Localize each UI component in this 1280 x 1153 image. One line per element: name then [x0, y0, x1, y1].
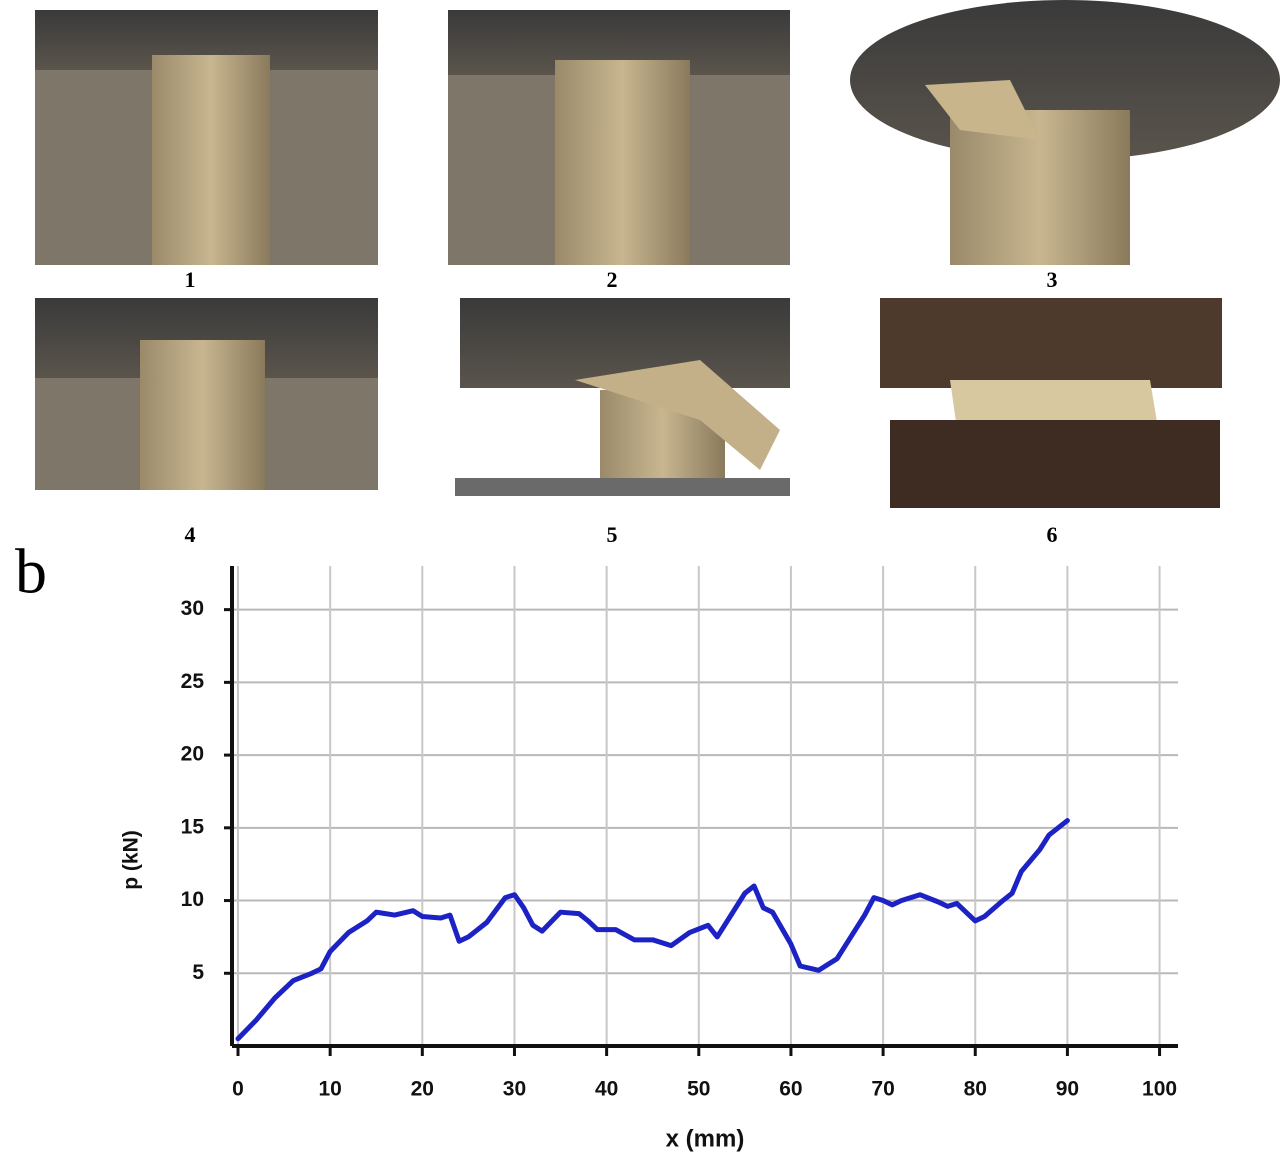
photo [880, 298, 1222, 508]
panel-number: 1 [185, 267, 196, 292]
panel-number: 6 [1047, 522, 1058, 547]
page: 1 2 3 4 5 6 b p (kN) x (mm) 5 10 15 20 25 30 0… [0, 0, 1280, 1153]
y-tick-label: 5 [192, 961, 204, 984]
x-tick-label: 60 [779, 1078, 802, 1101]
y-axis-label: p (kN) [120, 830, 143, 890]
panel-number: 3 [1047, 267, 1058, 292]
x-tick-label: 70 [871, 1078, 894, 1101]
x-tick-label: 40 [595, 1078, 618, 1101]
y-tick-label: 20 [181, 743, 204, 766]
x-tick-label: 30 [503, 1078, 526, 1101]
figure: 1 2 3 4 5 6 b p (kN) x (mm) 5 10 15 20 25 30 0… [0, 0, 1280, 1153]
x-tick-label: 90 [1056, 1078, 1079, 1101]
y-tick-label: 25 [181, 670, 205, 693]
x-tick-label: 100 [1142, 1078, 1177, 1101]
panel-number: 4 [185, 522, 196, 547]
data-line [238, 821, 1067, 1039]
panel-number: 5 [607, 522, 618, 547]
y-tick-label: 10 [181, 888, 204, 911]
y-tick-label: 30 [181, 597, 204, 620]
x-tick-label: 0 [232, 1078, 244, 1101]
y-tick-label: 15 [181, 815, 205, 838]
photo [448, 10, 790, 265]
x-tick-label: 10 [318, 1078, 341, 1101]
panel-label: b [15, 536, 47, 607]
photo [35, 298, 378, 490]
x-tick-label: 80 [964, 1078, 987, 1101]
photo [850, 0, 1280, 265]
photo [35, 10, 378, 265]
x-tick-label: 50 [687, 1078, 710, 1101]
x-tick-label: 20 [411, 1078, 434, 1101]
photo [455, 298, 790, 496]
x-axis-label: x (mm) [666, 1125, 745, 1152]
panel-number: 2 [607, 267, 618, 292]
